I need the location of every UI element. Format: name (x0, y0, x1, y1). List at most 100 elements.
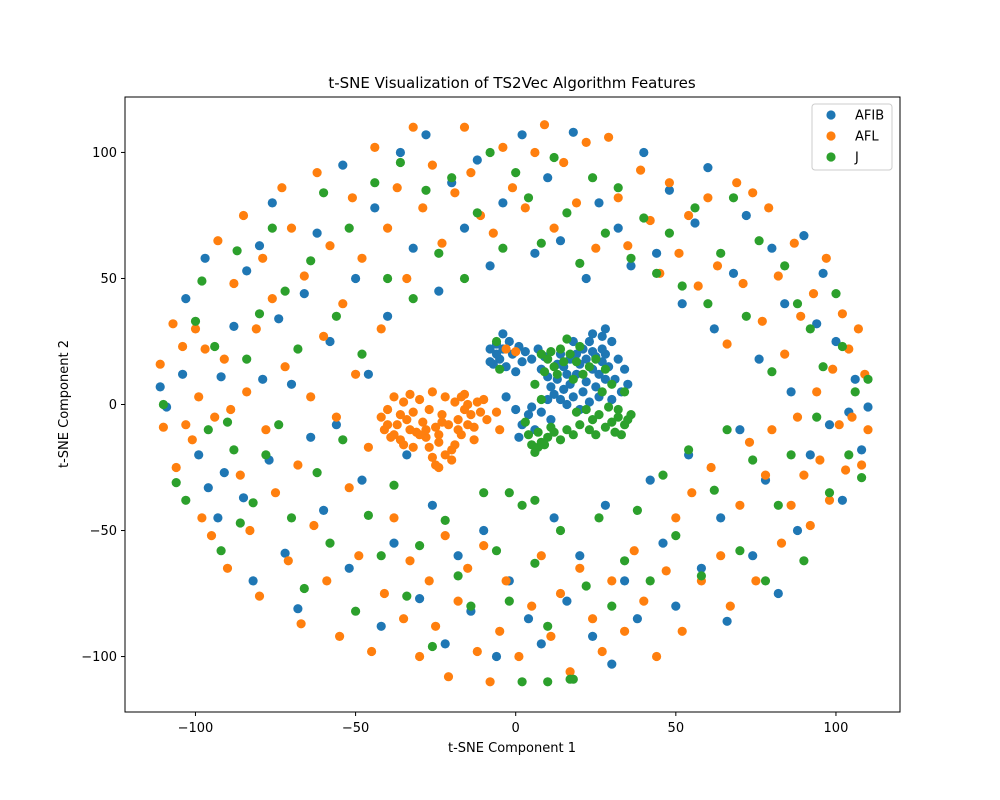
data-point-afib (402, 450, 412, 460)
data-point-j (857, 473, 867, 483)
data-point-afl (347, 193, 357, 203)
data-point-j (517, 677, 527, 687)
data-point-afl (841, 465, 851, 475)
data-point-afib (805, 450, 815, 460)
data-point-afib (543, 394, 553, 405)
data-point-afib (351, 273, 361, 284)
data-point-afib (703, 163, 713, 173)
data-point-j (696, 571, 707, 581)
data-point-j (626, 410, 636, 420)
data-point-afl (450, 440, 460, 450)
data-point-afib (597, 344, 607, 354)
data-point-j (591, 430, 601, 440)
data-point-afib (722, 616, 732, 626)
data-point-afl (415, 430, 425, 440)
data-point-j (748, 455, 758, 465)
data-point-afib (498, 198, 508, 208)
data-point-j (613, 183, 623, 193)
data-point-afl (408, 442, 418, 452)
data-point-afl (187, 435, 197, 445)
data-point-afl (270, 488, 281, 498)
data-point-afl (799, 470, 809, 480)
data-point-afl (242, 387, 252, 397)
data-point-j (559, 357, 569, 367)
data-point-afib (421, 130, 431, 140)
data-point-afl (405, 425, 415, 435)
data-point-afl (776, 538, 787, 548)
data-point-afl (408, 122, 418, 132)
data-point-afl (501, 576, 511, 586)
data-point-j (472, 208, 482, 218)
data-point-afl (402, 415, 412, 425)
legend: AFIB AFL J (811, 103, 893, 171)
data-point-afib (562, 399, 572, 410)
data-point-j (466, 601, 476, 611)
data-point-afl (219, 354, 229, 364)
data-point-afib (571, 349, 582, 359)
data-point-afib (238, 493, 249, 503)
data-point-afl (607, 576, 617, 586)
data-point-afl (789, 238, 799, 248)
data-point-afib (357, 475, 367, 485)
data-point-afl (399, 614, 409, 624)
data-point-j (555, 435, 566, 445)
data-point-j (741, 311, 751, 321)
data-point-afl (847, 412, 857, 422)
data-point-afib (408, 243, 418, 253)
data-point-afl (485, 677, 495, 687)
data-point-afl (722, 339, 732, 349)
data-point-j (229, 445, 239, 455)
data-point-j (703, 299, 713, 309)
data-point-afl (431, 460, 441, 470)
data-point-j (344, 223, 354, 233)
data-point-afl (674, 248, 684, 258)
data-point-afib (581, 377, 591, 387)
data-point-j (539, 440, 550, 450)
data-point-j (389, 480, 399, 490)
data-point-afib (786, 387, 796, 397)
data-point-afib (213, 513, 223, 523)
data-point-afib (831, 336, 841, 347)
data-point-afl (857, 460, 867, 470)
data-point-afib (584, 397, 595, 407)
data-point-afib (568, 127, 578, 137)
data-point-afib (498, 329, 508, 339)
data-point-j (523, 193, 534, 203)
data-point-afl (296, 619, 306, 629)
data-point-afib (479, 525, 489, 536)
data-point-afib (581, 354, 591, 364)
data-point-afib (562, 596, 572, 606)
data-point-afl (158, 422, 168, 432)
data-point-afib (203, 483, 213, 493)
data-point-afl (312, 168, 322, 178)
data-point-afib (517, 357, 527, 367)
data-point-j (504, 488, 514, 498)
data-point-afib (645, 475, 655, 485)
data-point-afib (607, 394, 617, 405)
data-point-afl (613, 193, 623, 203)
data-point-afl (620, 626, 630, 636)
data-point-afib (258, 374, 268, 384)
data-point-afib (620, 576, 630, 586)
data-point-j (568, 374, 578, 384)
data-point-afib (549, 389, 559, 399)
data-point-afib (632, 614, 643, 624)
data-point-afl (796, 311, 806, 321)
data-point-j (517, 500, 527, 510)
data-point-afib (626, 261, 636, 271)
data-point-afl (299, 271, 309, 281)
data-point-afl (479, 541, 489, 551)
data-point-afl (450, 188, 460, 198)
data-point-afl (491, 407, 502, 417)
data-point-afl (258, 253, 268, 263)
data-point-afib (216, 372, 226, 382)
data-point-afl (767, 425, 777, 435)
data-point-j (415, 541, 425, 551)
data-point-j (837, 341, 848, 352)
data-point-j (620, 556, 630, 566)
data-point-j (261, 450, 271, 460)
data-point-afib (485, 344, 495, 354)
data-point-afib (511, 404, 521, 415)
data-point-afl (677, 626, 687, 636)
data-point-afl (168, 319, 178, 329)
